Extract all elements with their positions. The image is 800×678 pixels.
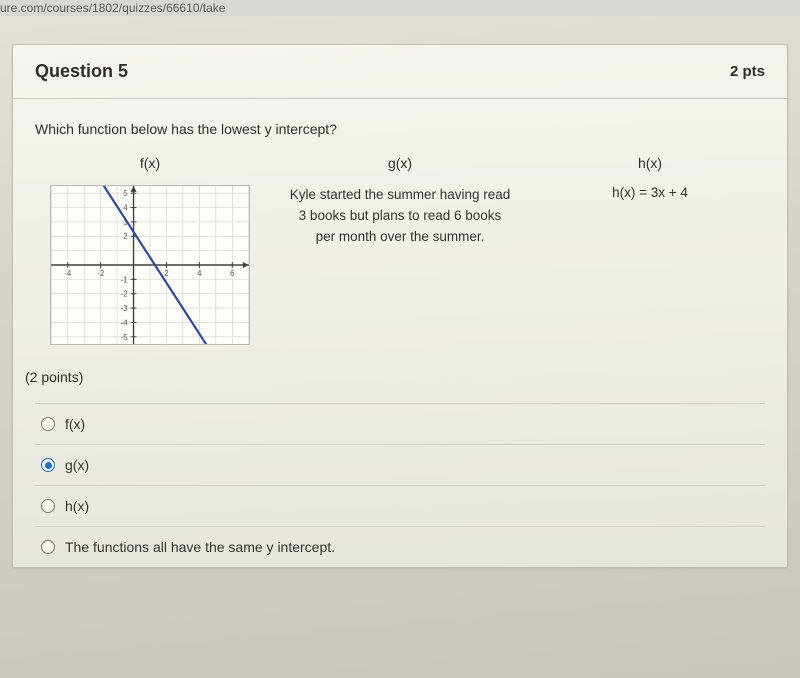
- question-body: Which function below has the lowest y in…: [13, 99, 787, 567]
- svg-text:5: 5: [123, 189, 128, 198]
- svg-text:4: 4: [197, 269, 202, 278]
- option-gx[interactable]: g(x): [35, 445, 765, 486]
- column-f: f(x) -4-2246-5-4-3-2-12345: [35, 155, 265, 345]
- graph-fx: -4-2246-5-4-3-2-12345: [50, 185, 250, 345]
- column-g: g(x) Kyle started the summer having read…: [285, 155, 515, 248]
- svg-text:-1: -1: [121, 275, 128, 284]
- svg-text:2: 2: [123, 232, 127, 241]
- points-note: (2 points): [25, 369, 765, 385]
- column-h-equation: h(x) = 3x + 4: [535, 185, 765, 200]
- option-fx[interactable]: f(x): [35, 404, 765, 445]
- svg-text:-4: -4: [121, 318, 129, 327]
- question-header: Question 5 2 pts: [13, 45, 787, 99]
- question-prompt: Which function below has the lowest y in…: [35, 121, 765, 137]
- radio-hx[interactable]: [41, 499, 55, 513]
- svg-text:-2: -2: [97, 269, 104, 278]
- svg-text:6: 6: [230, 269, 235, 278]
- option-hx-label: h(x): [65, 498, 89, 514]
- option-same-label: The functions all have the same y interc…: [65, 539, 335, 555]
- column-f-label: f(x): [35, 155, 265, 171]
- column-h: h(x) h(x) = 3x + 4: [535, 155, 765, 200]
- question-card: Question 5 2 pts Which function below ha…: [12, 44, 788, 568]
- page-background: Question 5 2 pts Which function below ha…: [0, 16, 800, 678]
- svg-text:2: 2: [164, 269, 168, 278]
- column-g-label: g(x): [285, 155, 515, 171]
- function-columns: f(x) -4-2246-5-4-3-2-12345 g(x) Kyle sta…: [35, 155, 765, 345]
- radio-same[interactable]: [41, 540, 55, 554]
- graph-fx-svg: -4-2246-5-4-3-2-12345: [51, 186, 249, 344]
- question-points: 2 pts: [730, 63, 765, 80]
- radio-gx[interactable]: [41, 458, 55, 472]
- svg-text:-5: -5: [121, 333, 129, 342]
- svg-text:4: 4: [123, 204, 128, 213]
- url-fragment: ure.com/courses/1802/quizzes/66610/take: [0, 0, 800, 16]
- column-h-label: h(x): [535, 155, 765, 171]
- option-hx[interactable]: h(x): [35, 486, 765, 527]
- svg-text:-3: -3: [121, 304, 129, 313]
- question-title: Question 5: [35, 61, 128, 82]
- svg-text:-2: -2: [121, 290, 128, 299]
- svg-text:-4: -4: [64, 269, 72, 278]
- options-list: f(x) g(x) h(x) The functions all have th…: [35, 403, 765, 567]
- option-fx-label: f(x): [65, 416, 85, 432]
- option-same[interactable]: The functions all have the same y interc…: [35, 527, 765, 567]
- option-gx-label: g(x): [65, 457, 89, 473]
- radio-fx[interactable]: [41, 417, 55, 431]
- column-g-description: Kyle started the summer having read 3 bo…: [285, 185, 515, 248]
